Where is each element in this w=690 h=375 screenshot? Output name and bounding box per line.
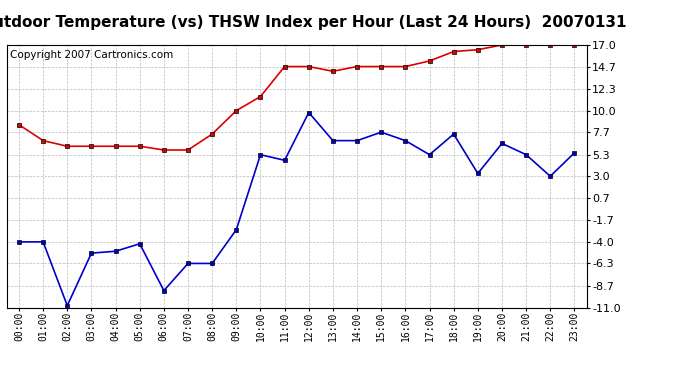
Text: Copyright 2007 Cartronics.com: Copyright 2007 Cartronics.com [10, 50, 173, 60]
Text: Outdoor Temperature (vs) THSW Index per Hour (Last 24 Hours)  20070131: Outdoor Temperature (vs) THSW Index per … [0, 15, 627, 30]
